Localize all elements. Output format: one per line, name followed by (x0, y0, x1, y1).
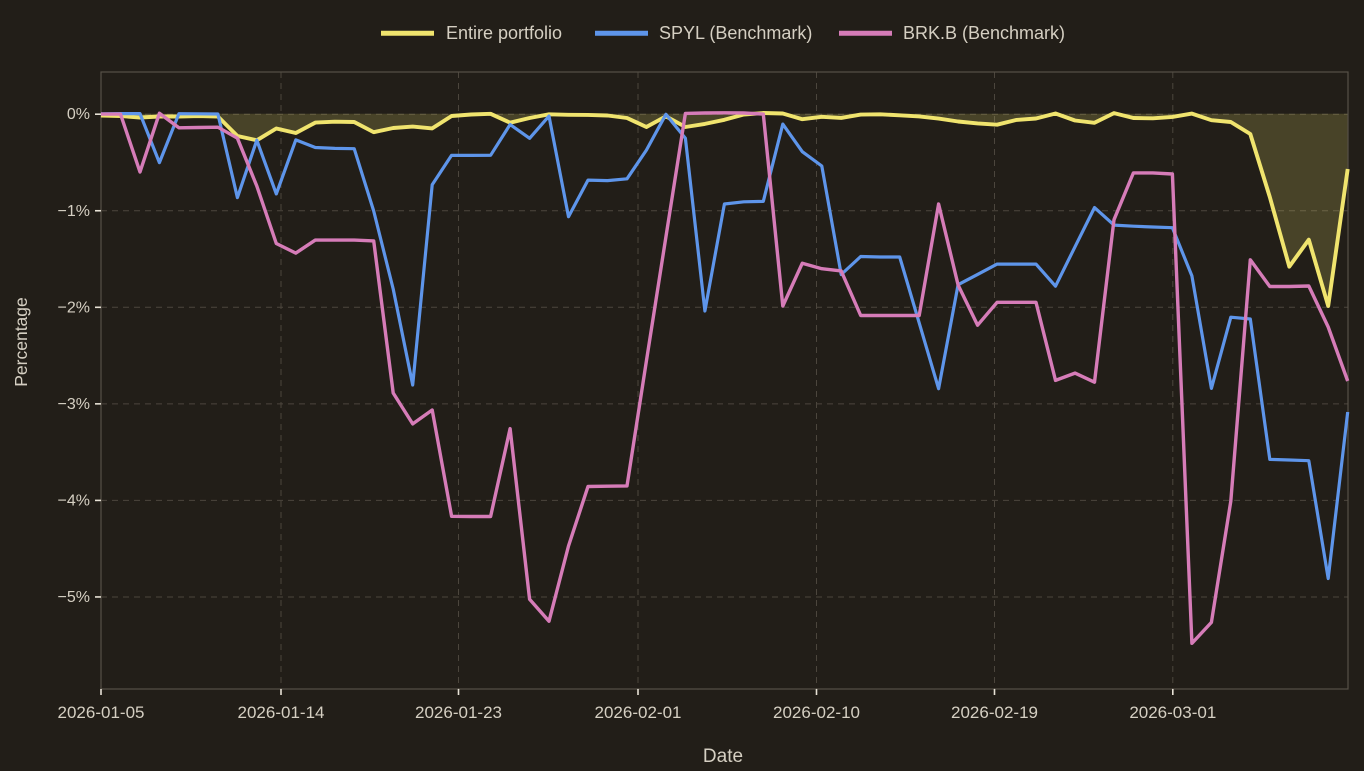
svg-text:2026-01-05: 2026-01-05 (58, 703, 145, 722)
svg-text:2026-02-19: 2026-02-19 (951, 703, 1038, 722)
svg-text:2026-01-23: 2026-01-23 (415, 703, 502, 722)
svg-text:−1%: −1% (58, 203, 90, 220)
svg-text:Date: Date (703, 746, 743, 766)
svg-text:SPYL (Benchmark): SPYL (Benchmark) (659, 23, 812, 43)
svg-text:2026-03-01: 2026-03-01 (1129, 703, 1216, 722)
svg-text:−5%: −5% (58, 589, 90, 606)
svg-text:Entire portfolio: Entire portfolio (446, 23, 562, 43)
svg-text:−3%: −3% (58, 396, 90, 413)
svg-text:−2%: −2% (58, 299, 90, 316)
svg-text:Percentage: Percentage (11, 297, 31, 387)
svg-text:BRK.B (Benchmark): BRK.B (Benchmark) (903, 23, 1065, 43)
svg-text:2026-01-14: 2026-01-14 (238, 703, 325, 722)
svg-text:−4%: −4% (58, 492, 90, 509)
svg-text:2026-02-01: 2026-02-01 (595, 703, 682, 722)
svg-text:2026-02-10: 2026-02-10 (773, 703, 860, 722)
svg-text:0%: 0% (67, 106, 90, 123)
